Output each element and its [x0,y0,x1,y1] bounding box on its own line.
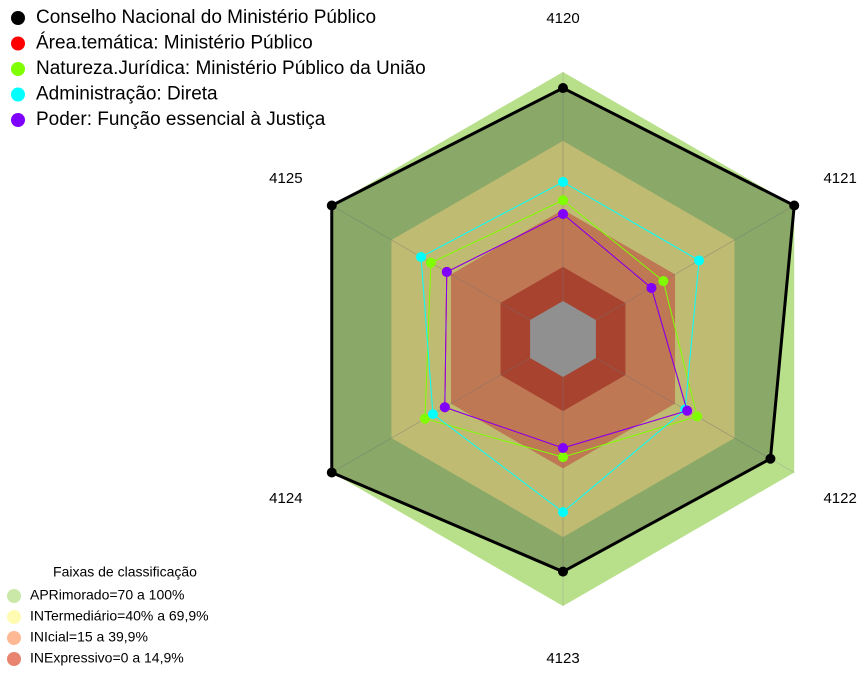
axis-label: 4122 [823,490,856,507]
series-point [419,413,430,424]
legend-marker [11,113,25,127]
legend-label: Poder: Função essencial à Justiça [36,109,326,130]
band-legend-marker [7,610,21,624]
axis-label: 4121 [823,170,856,187]
legend-label: Administração: Direta [36,84,218,105]
legend-marker [11,62,25,76]
series-point [416,252,427,263]
band-legend-marker [7,589,21,603]
axis-label: 4120 [546,10,579,27]
series-point [558,452,568,463]
legend-marker [11,11,25,25]
series-point [682,405,693,416]
series-point [558,83,568,94]
legend-marker [11,36,25,51]
series-point [441,266,452,277]
band-legend-label: INIcial=15 a 39,9% [30,629,148,645]
legend-label: Conselho Nacional do Ministério Público [36,7,376,28]
axis-label: 4125 [269,170,302,187]
center-hole [530,301,596,377]
band-legend-label: INExpressivo=0 a 14,9% [30,650,184,666]
band-legend-marker [7,652,21,666]
band-legend-marker [7,631,21,645]
series-point [694,255,705,266]
series-point [692,411,703,422]
series-point [425,257,436,268]
series-point [558,208,568,219]
series-point [558,442,568,453]
series-point [658,276,669,287]
legend-marker [11,87,25,102]
series-point [789,200,800,211]
series-point [558,195,568,206]
axis-label: 4123 [546,650,579,667]
series-point [326,200,337,211]
series-point [326,467,337,478]
axis-label: 4124 [269,490,302,507]
legend-label: Área.temática: Ministério Público [36,33,313,54]
series-point [558,566,568,577]
legend-label: Natureza.Jurídica: Ministério Público da… [36,58,426,79]
series-point [558,507,568,518]
bands-title: Faixas de classificação [53,564,197,580]
series-point [427,409,438,420]
series-point [646,282,657,293]
band-legend-label: INTermediário=40% a 69,9% [30,608,209,624]
series-point [765,453,776,464]
band-legend-label: APRimorado=70 a 100% [30,587,185,603]
series-point [439,402,450,413]
series-point [558,176,568,187]
